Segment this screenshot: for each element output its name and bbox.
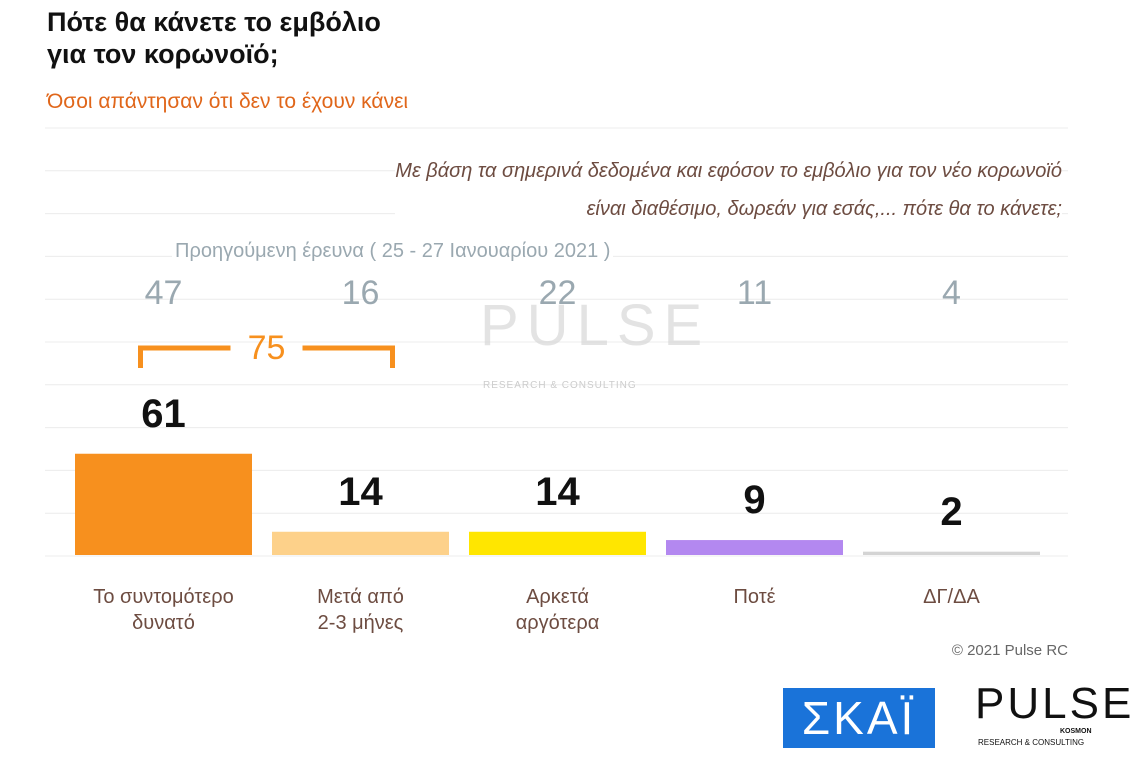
x-tick-label: Μετά από 2-3 μήνες <box>317 586 404 634</box>
pulse-sub: RESEARCH & CONSULTING <box>978 738 1085 747</box>
previous-value: 16 <box>341 274 380 312</box>
bracket-label: 75 <box>247 329 286 367</box>
bar <box>75 453 252 555</box>
pulse-logo: PULSE <box>975 679 1131 728</box>
value-label: 14 <box>535 469 580 514</box>
pulse-tag: KOSMON <box>1060 728 1092 735</box>
previous-value: 4 <box>942 274 961 312</box>
bar <box>666 540 843 555</box>
bracket <box>302 345 395 368</box>
previous-value: 22 <box>538 274 577 312</box>
x-tick-label: Το συντομότερο δυνατό <box>93 586 234 634</box>
previous-label: Προηγούμενη έρευνα ( 25 - 27 Ιανουαρίου … <box>172 240 614 263</box>
watermark: PULSE <box>480 293 711 358</box>
x-tick-label: ΔΓ/ΔΑ <box>923 586 980 608</box>
bracket <box>138 345 231 368</box>
bar <box>469 531 646 555</box>
question: Με βάση τα σημερινά δεδομένα και εφόσον … <box>395 152 1062 228</box>
watermark-sub: RESEARCH & CONSULTING <box>483 380 637 391</box>
bar <box>863 551 1040 555</box>
skai-logo: ΣΚΑΪ <box>783 688 935 748</box>
value-label: 61 <box>141 391 186 436</box>
copyright: © 2021 Pulse RC <box>951 642 1068 659</box>
bar <box>272 531 449 555</box>
value-label: 2 <box>940 489 963 534</box>
previous-value: 11 <box>736 274 773 312</box>
chart-title: Πότε θα κάνετε το εμβόλιο για τον κορωνο… <box>47 7 381 69</box>
x-tick-label: Αρκετά αργότερα <box>515 586 600 634</box>
x-tick-label: Ποτέ <box>733 586 776 608</box>
value-label: 9 <box>743 478 766 523</box>
previous-value: 47 <box>144 274 183 312</box>
subtitle: Όσοι απάντησαν ότι δεν το έχουν κάνει <box>47 90 409 113</box>
value-label: 14 <box>338 469 383 514</box>
